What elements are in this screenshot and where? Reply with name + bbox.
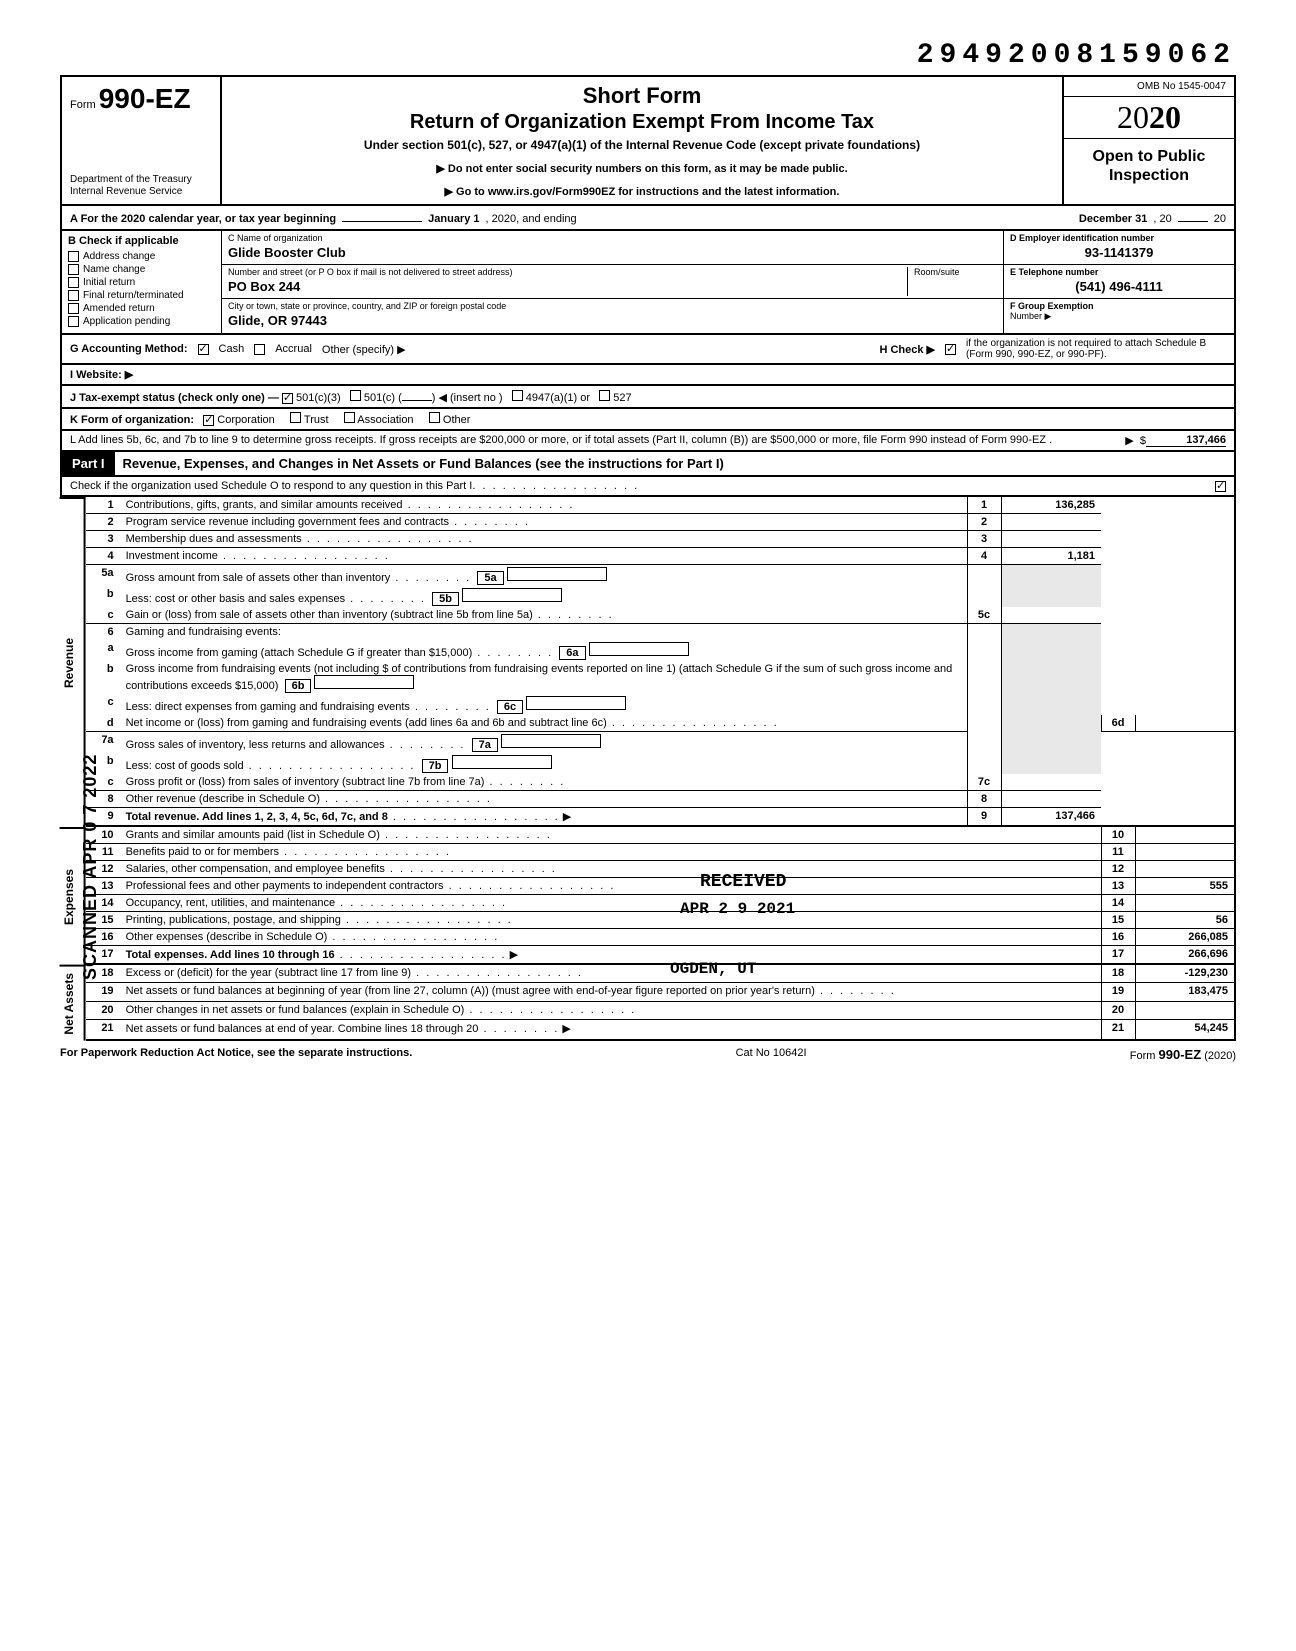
chk-501c3[interactable] <box>282 393 293 404</box>
chk-527[interactable] <box>599 390 610 401</box>
entity-block: B Check if applicable Address change Nam… <box>60 231 1236 335</box>
chk-application-pending[interactable]: Application pending <box>68 316 215 327</box>
part-1-tag: Part I <box>62 452 115 475</box>
gross-receipts-amount: 137,466 <box>1146 434 1226 447</box>
org-name: Glide Booster Club <box>228 243 997 262</box>
revenue-table: 1Contributions, gifts, grants, and simil… <box>86 497 1236 827</box>
chk-4947a1[interactable] <box>512 390 523 401</box>
row-i-website: I Website: ▶ <box>60 365 1236 386</box>
group-exemption-label: F Group Exemption <box>1010 301 1228 311</box>
website-hint: ▶ Go to www.irs.gov/Form990EZ for instru… <box>232 185 1052 198</box>
ein-value: 93-1141379 <box>1010 243 1228 262</box>
phone-value: (541) 496-4111 <box>1010 277 1228 296</box>
form-ref: Form 990-EZ (2020) <box>1130 1047 1236 1062</box>
paperwork-notice: For Paperwork Reduction Act Notice, see … <box>60 1047 412 1062</box>
room-suite-label: Room/suite <box>914 267 997 277</box>
chk-corporation[interactable] <box>203 415 214 426</box>
part-1-header: Part I Revenue, Expenses, and Changes in… <box>60 452 1236 477</box>
schedule-o-check: Check if the organization used Schedule … <box>60 477 1236 497</box>
c-name-label: C Name of organization <box>228 233 997 243</box>
chk-schedule-o[interactable] <box>1215 481 1226 492</box>
part-1-title: Revenue, Expenses, and Changes in Net As… <box>115 452 1234 475</box>
title-short-form: Short Form <box>232 83 1052 109</box>
chk-name-change[interactable]: Name change <box>68 264 215 275</box>
chk-other[interactable] <box>429 412 440 423</box>
expenses-table: 10Grants and similar amounts paid (list … <box>86 827 1236 965</box>
net-assets-table: 18Excess or (deficit) for the year (subt… <box>86 965 1236 1041</box>
chk-schedule-b-not-required[interactable] <box>945 344 956 355</box>
form-number: Form 990-EZ <box>70 83 212 115</box>
scanned-stamp: SCANNED APR 0 7 2022 <box>80 754 101 980</box>
ein-label: D Employer identification number <box>1010 233 1228 243</box>
row-a-tax-period: A For the 2020 calendar year, or tax yea… <box>60 206 1236 231</box>
open-to-public: Open to Public Inspection <box>1064 139 1234 193</box>
group-exemption-number: Number ▶ <box>1010 311 1228 322</box>
chk-501c[interactable] <box>350 390 361 401</box>
chk-association[interactable] <box>344 412 355 423</box>
row-g-h: G Accounting Method: Cash Accrual Other … <box>60 335 1236 365</box>
street-address: PO Box 244 <box>228 277 907 296</box>
page-footer: For Paperwork Reduction Act Notice, see … <box>60 1047 1236 1062</box>
catalog-number: Cat No 10642I <box>736 1047 807 1062</box>
form-page: { "top_number": "29492008159062", "omb":… <box>60 40 1236 1062</box>
subtitle: Under section 501(c), 527, or 4947(a)(1)… <box>232 138 1052 152</box>
row-l-gross-receipts: L Add lines 5b, 6c, and 7b to line 9 to … <box>60 431 1236 452</box>
phone-label: E Telephone number <box>1010 267 1228 277</box>
street-label: Number and street (or P O box if mail is… <box>228 267 907 277</box>
chk-amended-return[interactable]: Amended return <box>68 303 215 314</box>
b-header: B Check if applicable <box>68 235 215 247</box>
city-state-zip: Glide, OR 97443 <box>228 311 997 330</box>
chk-address-change[interactable]: Address change <box>68 251 215 262</box>
omb-number: OMB No 1545-0047 <box>1064 77 1234 97</box>
ssn-warning: ▶ Do not enter social security numbers o… <box>232 162 1052 175</box>
row-j-tax-status: J Tax-exempt status (check only one) — 5… <box>60 386 1236 409</box>
chk-initial-return[interactable]: Initial return <box>68 277 215 288</box>
treasury-dept: Department of the Treasury Internal Reve… <box>70 174 212 198</box>
chk-cash[interactable] <box>198 344 209 355</box>
city-label: City or town, state or province, country… <box>228 301 997 311</box>
chk-accrual[interactable] <box>254 344 265 355</box>
row-k-org-form: K Form of organization: Corporation Trus… <box>60 409 1236 431</box>
tax-year: 2020 <box>1064 97 1234 139</box>
dln-number: 29492008159062 <box>60 40 1236 71</box>
title-return: Return of Organization Exempt From Incom… <box>232 111 1052 134</box>
form-header: Form 990-EZ Department of the Treasury I… <box>60 75 1236 206</box>
chk-trust[interactable] <box>290 412 301 423</box>
chk-final-return[interactable]: Final return/terminated <box>68 290 215 301</box>
